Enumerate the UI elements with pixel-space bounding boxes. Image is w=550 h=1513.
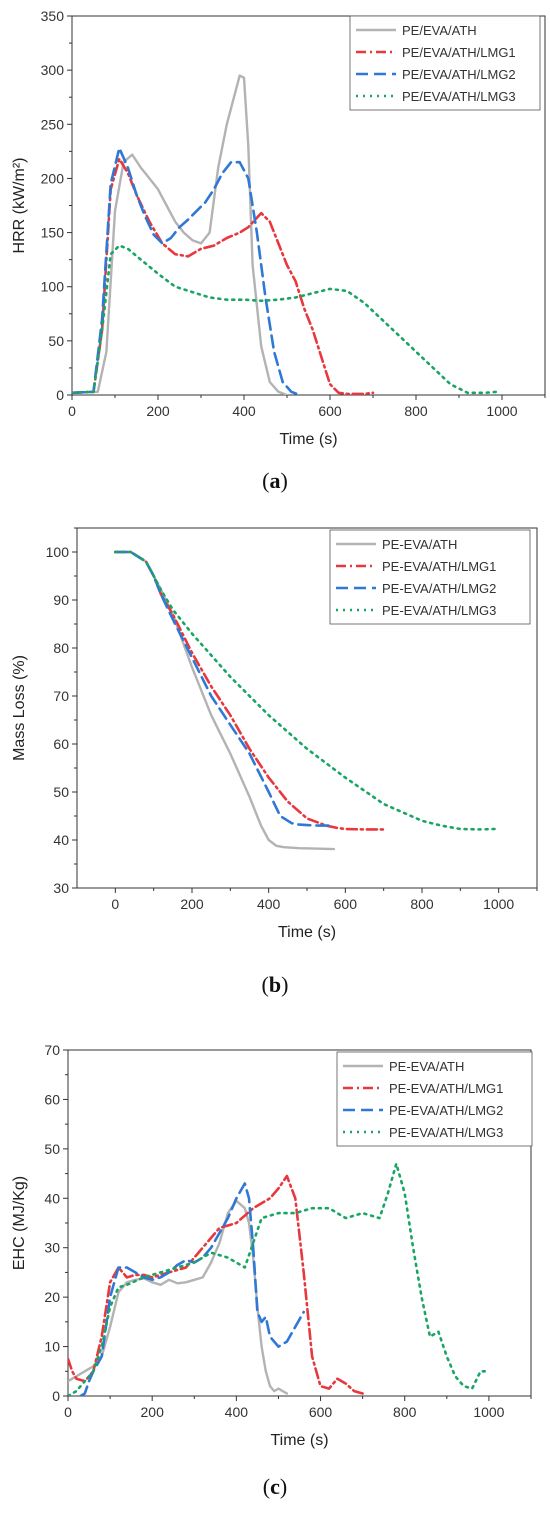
x-tick-label: 1000 (486, 403, 517, 419)
x-tick-label: 600 (318, 403, 342, 419)
x-tick-label: 600 (309, 1404, 333, 1420)
legend-entry: PE-EVA/ATH/LMG1 (382, 559, 496, 574)
chart-mass-loss: 0 200 400 600 800 1000 30 40 50 60 70 80 90 100 Time (… (11, 527, 538, 941)
legend-box (336, 1051, 533, 1147)
x-tick-label: 800 (410, 896, 434, 912)
x-tick-label: 400 (232, 403, 256, 419)
y-tick-label: 20 (44, 1289, 60, 1305)
x-axis-title: Time (s) (279, 431, 337, 448)
legend-box (329, 529, 531, 625)
x-axis-title: Time (s) (278, 924, 336, 941)
y-tick-label: 350 (41, 8, 65, 24)
chart-panel-b: 0 200 400 600 800 1000 30 40 50 60 70 80 90 100 Time (… (11, 527, 538, 997)
x-tick-label: 600 (334, 896, 358, 912)
series-line-2 (72, 157, 375, 395)
y-tick-label: 50 (44, 1141, 60, 1157)
y-tick-label: 0 (52, 1388, 60, 1404)
x-tick-label: 1000 (473, 1404, 504, 1420)
legend-entry: PE/EVA/ATH (402, 23, 477, 38)
series-line-4 (72, 244, 500, 395)
y-tick-label: 100 (46, 544, 70, 560)
y-tick-label: 30 (53, 880, 69, 896)
chart-hrr: 0 200 400 600 800 1000 0 50 100 150 200 250 300 350 Ti… (11, 8, 546, 448)
y-tick-label: 0 (56, 387, 64, 403)
y-tick-label: 250 (41, 116, 65, 132)
legend-entry: PE/EVA/ATH/LMG3 (402, 89, 516, 104)
x-tick-label: 800 (393, 1404, 417, 1420)
legend-entry: PE/EVA/ATH/LMG1 (402, 45, 516, 60)
legend-entry: PE-EVA/ATH (382, 537, 457, 552)
x-tick-label: 200 (180, 896, 204, 912)
y-tick-label: 60 (44, 1091, 60, 1107)
legend-entry: PE-EVA/ATH/LMG2 (389, 1103, 503, 1118)
y-tick-label: 40 (44, 1190, 60, 1206)
y-tick-label: 150 (41, 225, 65, 241)
legend-entry: PE-EVA/ATH/LMG3 (382, 603, 496, 618)
legend-entry: PE-EVA/ATH (389, 1059, 464, 1074)
caption-c: (c) (262, 1474, 288, 1499)
x-tick-label: 1000 (483, 896, 514, 912)
x-tick-label: 400 (257, 896, 281, 912)
y-tick-label: 30 (44, 1240, 60, 1256)
x-tick-label: 0 (64, 1404, 72, 1420)
x-tick-label: 0 (68, 403, 76, 419)
series-line-4 (68, 1162, 487, 1396)
y-tick-label: 40 (53, 832, 69, 848)
y-tick-label: 10 (44, 1339, 60, 1355)
caption-b: (b) (261, 972, 289, 997)
y-axis-title: Mass Loss (%) (11, 655, 28, 761)
series-line-3 (72, 146, 302, 395)
y-tick-label: 70 (53, 688, 69, 704)
series-line-1 (68, 1199, 289, 1395)
legend-entry: PE-EVA/ATH/LMG3 (389, 1125, 503, 1140)
legend-entry: PE/EVA/ATH/LMG2 (402, 67, 516, 82)
series-line-4 (114, 550, 497, 831)
legend-entry: PE-EVA/ATH/LMG2 (382, 581, 496, 596)
y-tick-label: 50 (48, 333, 64, 349)
y-tick-label: 200 (41, 170, 65, 186)
legend-box (349, 15, 541, 111)
x-tick-label: 0 (111, 896, 119, 912)
y-axis-title: EHC (MJ/Kg) (11, 1176, 28, 1270)
y-tick-label: 70 (44, 1042, 60, 1058)
legend-entry: PE-EVA/ATH/LMG1 (389, 1081, 503, 1096)
x-tick-label: 400 (225, 1404, 249, 1420)
series-line-3 (79, 1182, 306, 1396)
caption-a: (a) (262, 468, 288, 493)
y-tick-label: 90 (53, 592, 69, 608)
x-tick-label: 200 (141, 1404, 165, 1420)
y-tick-label: 100 (41, 279, 65, 295)
series-line-2 (68, 1174, 364, 1395)
y-tick-label: 60 (53, 736, 69, 752)
x-axis-title: Time (s) (270, 1432, 328, 1449)
x-tick-label: 200 (146, 403, 170, 419)
chart-panel-a: 0 200 400 600 800 1000 0 50 100 150 200 250 300 350 Ti… (0, 0, 550, 493)
y-tick-label: 50 (53, 784, 69, 800)
y-tick-label: 80 (53, 640, 69, 656)
x-tick-label: 800 (404, 403, 428, 419)
y-axis-title: HRR (kW/m²) (11, 158, 28, 254)
y-tick-label: 300 (41, 62, 65, 78)
